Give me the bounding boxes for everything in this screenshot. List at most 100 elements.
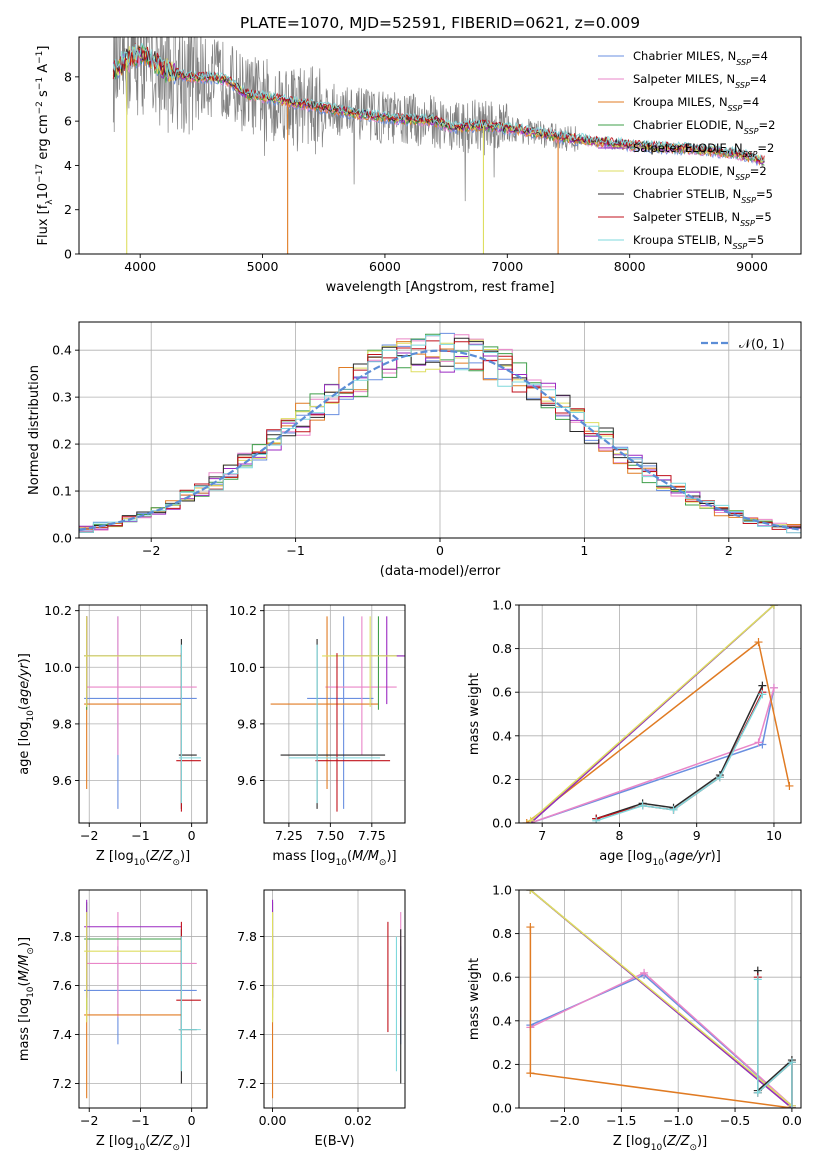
y-tick-label: 8	[64, 69, 72, 84]
y-axis-label-part: age [log	[17, 722, 32, 775]
weight-marker	[754, 738, 763, 747]
legend-entry-name: Kroupa MILES, N	[633, 95, 728, 109]
y-axis-label-part: Flux [f	[36, 204, 51, 245]
x-axis-label-part: (	[347, 849, 352, 864]
legend-entry-subscript: SSP	[740, 219, 755, 228]
y-axis-label-part: A	[36, 64, 51, 77]
y-tick-label: 10.0	[229, 660, 257, 675]
axes-frame: −2 −1 0 1 2 0.0 0.1 0.2 0.3 0.4 𝒩(0, 1) (data-model…	[27, 321, 802, 579]
y-tick-label: 7.8	[237, 929, 257, 944]
x-axis-label: mass [log10(M/M⊙)]	[272, 849, 396, 868]
legend-entry-name: Chabrier ELODIE, N	[633, 118, 744, 132]
x-axis-label-part: )]	[180, 1134, 190, 1149]
y-axis-label-part: mass weight	[467, 673, 482, 755]
x-axis-label-part: (data-model)/error	[380, 564, 501, 579]
weight-marker	[753, 1088, 762, 1097]
weight-marker	[787, 1104, 796, 1108]
legend-entry-count: =2	[757, 141, 774, 155]
y-axis-label-part: age/yr	[17, 662, 32, 705]
y-axis-label: age [log10(age/yr)]	[17, 653, 36, 775]
legend-entry: Chabrier MILES, NSSP=4	[633, 49, 768, 67]
weight-marker	[526, 1069, 535, 1078]
y-tick-label: 7.2	[237, 1076, 257, 1091]
x-axis-label-part: Z/Z	[149, 849, 173, 864]
legend-entry-subscript: SSP	[736, 58, 751, 67]
y-axis-label-part: ⊙	[26, 947, 36, 955]
x-tick-label: 0	[436, 543, 444, 558]
x-tick-label: 8000	[614, 259, 646, 274]
legend-entry: Chabrier STELIB, NSSP=5	[633, 187, 773, 205]
weight-marker	[526, 816, 535, 823]
y-tick-label: 7.4	[52, 1027, 72, 1042]
x-axis-label-part: (	[662, 1134, 667, 1149]
plot-layer: 4000 5000 6000 7000 8000 900002468wavelength …	[17, 36, 802, 1153]
axes-border	[518, 604, 802, 824]
y-tick-label: 0.1	[52, 484, 72, 499]
axes-frame: 7.25 7.50 7.75 9.6 9.8 10.0 10.2 mass [log10(M/…	[229, 603, 406, 868]
legend-entry-subscript: SSP	[743, 150, 758, 159]
x-tick-label: 0.0	[782, 1113, 802, 1128]
x-tick-label: −1.0	[663, 1113, 693, 1128]
y-axis-label-part: mass [log	[17, 998, 32, 1061]
y-tick-label: 9.8	[52, 716, 72, 731]
y-axis-label-part: −2	[35, 101, 45, 114]
weight-marker	[769, 605, 778, 609]
legend-entry-name: Kroupa ELODIE, N	[633, 164, 735, 178]
weight-line	[530, 605, 775, 822]
y-axis-label-part: −1	[35, 77, 45, 90]
y-axis-label-part: )]	[17, 653, 32, 663]
y-tick-label: 1.0	[492, 598, 512, 613]
plot-area	[270, 616, 405, 812]
x-tick-label: 4000	[124, 259, 156, 274]
y-axis-label: mass weight	[467, 958, 482, 1040]
weight-marker	[526, 923, 535, 932]
y-tick-label: 2	[64, 202, 72, 217]
y-tick-label: 0.0	[52, 531, 72, 546]
x-axis-label: Z [log10(Z/Z⊙)]	[96, 1134, 190, 1153]
axes-border	[78, 889, 208, 1109]
weight-marker	[715, 773, 724, 782]
x-axis-label-part: age/yr	[669, 849, 712, 864]
residual-histogram	[79, 339, 801, 530]
weight-marker	[640, 968, 649, 977]
x-axis-label-part: (	[145, 849, 150, 864]
legend-entry-subscript: SSP	[741, 196, 756, 205]
panel-residuals: −2 −1 0 1 2 0.0 0.1 0.2 0.3 0.4 𝒩(0, 1) (data-model…	[27, 321, 802, 579]
legend-entry-subscript: SSP	[744, 127, 759, 136]
legend-entry-count: =5	[747, 233, 764, 247]
weight-line	[529, 890, 793, 1107]
x-tick-label: −2	[80, 828, 98, 843]
x-tick-label: 9	[693, 828, 701, 843]
x-tick-label: 0.00	[259, 1113, 287, 1128]
x-axis-label: Z [log10(Z/Z⊙)]	[96, 849, 190, 868]
panel-mass-vs-ebv: 0.00 0.02 7.2 7.4 7.6 7.8 E(B-V)	[237, 889, 406, 1149]
x-axis-label-part: 10	[134, 1143, 146, 1153]
axes-border	[78, 36, 802, 255]
legend-entry-subscript: SSP	[735, 173, 750, 182]
y-tick-label: 0.8	[492, 641, 512, 656]
plot-area	[79, 332, 801, 534]
x-tick-label: 0	[188, 828, 196, 843]
legend-entry: Chabrier ELODIE, NSSP=2	[633, 118, 775, 136]
y-tick-label: 9.6	[237, 773, 257, 788]
weight-marker	[753, 975, 762, 984]
x-axis-label-part: ⊙	[172, 858, 180, 868]
x-tick-label: 7.75	[358, 828, 386, 843]
y-axis-label-part: (	[17, 981, 32, 986]
x-axis-label-part: Z [log	[613, 1134, 651, 1149]
y-tick-label: 0.2	[492, 772, 512, 787]
x-axis-label-part: )]	[386, 849, 396, 864]
x-tick-label: −2.0	[549, 1113, 579, 1128]
plot-area	[112, 37, 765, 254]
y-tick-label: 0.4	[52, 343, 72, 358]
plot-area	[271, 899, 402, 1099]
legend-entry: Kroupa MILES, NSSP=4	[633, 95, 759, 113]
legend-entry-name: Salpeter STELIB, N	[633, 210, 740, 224]
legend-entry-count: =2	[750, 164, 767, 178]
spectrum-model-line	[112, 46, 765, 163]
x-tick-label: 0	[188, 1113, 196, 1128]
legend-entry-subscript: SSP	[733, 242, 748, 251]
weight-marker	[669, 805, 678, 814]
